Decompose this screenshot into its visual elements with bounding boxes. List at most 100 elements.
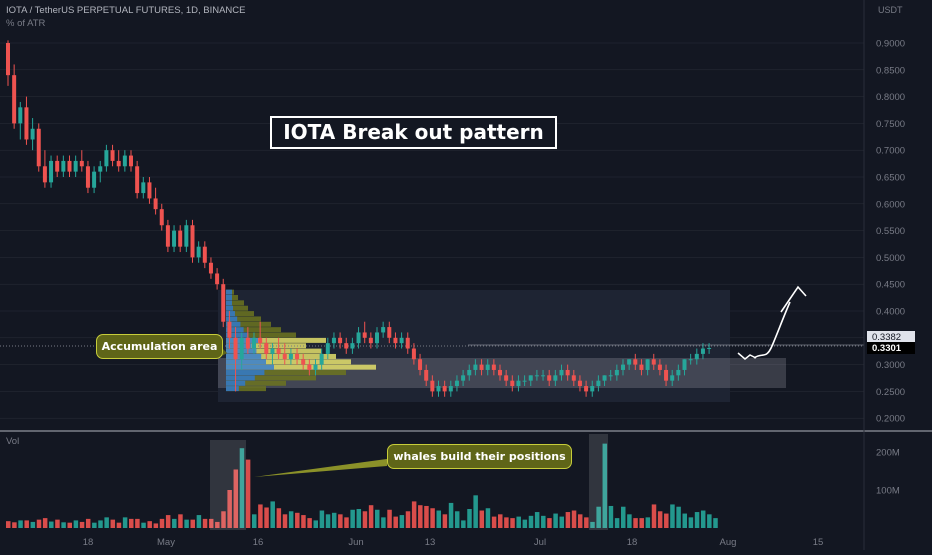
candle-body: [485, 364, 490, 370]
candle-body: [36, 128, 41, 167]
volume-bar: [301, 515, 306, 528]
price-tick-label: 0.7500: [876, 119, 905, 130]
profile-bar: [226, 327, 281, 333]
candle-body: [295, 353, 300, 360]
volume-bar: [79, 521, 85, 528]
volume-bar: [461, 520, 466, 528]
candle-body: [522, 380, 527, 382]
candle-body: [375, 332, 379, 344]
time-tick-label: Jun: [348, 537, 363, 548]
price-axis[interactable]: 0.9000 0.8500 0.8000 0.7500 0.7000 0.6500 0.60…: [876, 39, 905, 425]
candle-body: [577, 380, 582, 387]
profile-bar: [226, 337, 326, 343]
candle-body: [399, 337, 404, 344]
chart-title: IOTA Break out pattern: [270, 116, 557, 149]
candle-body: [418, 359, 423, 370]
volume-bar: [313, 520, 318, 528]
price-tick-label: 0.2500: [876, 387, 905, 398]
volume-bar: [116, 522, 122, 528]
volume-bar: [264, 507, 269, 528]
upper-price-marker: [867, 331, 915, 343]
volume-bar: [227, 490, 232, 528]
symbol-header[interactable]: IOTA / TetherUS PERPETUAL FUTURES, 1D, B…: [6, 5, 246, 16]
candle-body: [190, 225, 195, 258]
volume-bar: [430, 508, 435, 528]
volume-axis[interactable]: 200M 100M: [876, 448, 900, 497]
volume-bar: [590, 521, 595, 528]
candle-body: [670, 375, 675, 381]
profile-bar-buy: [226, 316, 238, 322]
volume-bar: [491, 516, 497, 528]
candle-body: [393, 337, 398, 344]
price-tick-label: 0.5000: [876, 253, 905, 264]
candle-body: [61, 160, 66, 172]
candle-body: [73, 160, 78, 172]
volume-bar: [577, 514, 583, 528]
price-tick-label: 0.7000: [876, 146, 905, 157]
profile-bar: [226, 359, 351, 365]
profile-bar-buy: [226, 289, 232, 295]
volume-bar: [375, 509, 380, 528]
candle-body: [534, 375, 539, 377]
candle-body: [85, 166, 90, 188]
candle-body: [454, 380, 459, 387]
price-tick-label: 0.6500: [876, 173, 905, 184]
volume-tick-label: 200M: [876, 448, 900, 459]
volume-bar: [454, 511, 460, 528]
volume-bar: [307, 518, 312, 528]
profile-bar-buy: [226, 295, 232, 300]
volume-bar: [356, 509, 362, 528]
volume-bar: [639, 518, 644, 528]
volume-bar: [67, 522, 72, 528]
candle-body: [110, 150, 115, 161]
volume-bar: [258, 504, 263, 528]
volume-bar: [694, 512, 700, 528]
price-tick-label: 0.5500: [876, 226, 905, 237]
candle-body: [233, 337, 238, 360]
candle-body: [528, 375, 533, 381]
price-tick-label: 0.8500: [876, 65, 905, 76]
volume-bar: [135, 518, 140, 528]
profile-bar-buy: [226, 332, 249, 338]
volume-bar: [633, 518, 638, 528]
profile-bar-buy: [226, 343, 252, 349]
volume-bar: [30, 521, 36, 528]
profile-bar-buy: [226, 359, 266, 365]
profile-bar: [226, 305, 248, 311]
profile-bar: [226, 300, 244, 306]
candle-body: [424, 369, 429, 381]
time-tick-label: 15: [813, 537, 824, 548]
time-tick-label: May: [157, 537, 175, 548]
indicator-header[interactable]: % of ATR: [6, 18, 46, 29]
volume-bar: [92, 522, 97, 528]
candle-body: [608, 375, 613, 377]
profile-bar: [226, 332, 296, 338]
time-axis[interactable]: 18 May 16 Jun 13 Jul 18 Aug 15: [83, 537, 824, 548]
volume-bar: [319, 510, 325, 528]
candle-body: [104, 150, 109, 167]
candle-body: [405, 337, 410, 349]
candle-body: [153, 198, 158, 210]
candle-body: [467, 369, 472, 376]
volume-bar: [713, 518, 718, 528]
candle-body: [676, 369, 681, 376]
candle-body: [92, 171, 97, 188]
volume-bar: [282, 514, 288, 528]
candle-body: [264, 343, 269, 354]
candle-body: [307, 364, 312, 370]
volume-bar: [504, 517, 509, 528]
candle-body: [49, 160, 54, 183]
candle-body: [122, 155, 127, 167]
candle-body: [473, 364, 478, 370]
candle-body: [688, 359, 693, 361]
candle-body: [42, 166, 47, 183]
candle-body: [12, 75, 17, 124]
volume-pane-title[interactable]: Vol: [6, 436, 20, 447]
candle-body: [565, 369, 570, 376]
candle-body: [596, 380, 601, 387]
candle-body: [491, 364, 496, 370]
candle-body: [700, 348, 705, 354]
whale-highlight-2: [589, 434, 608, 530]
